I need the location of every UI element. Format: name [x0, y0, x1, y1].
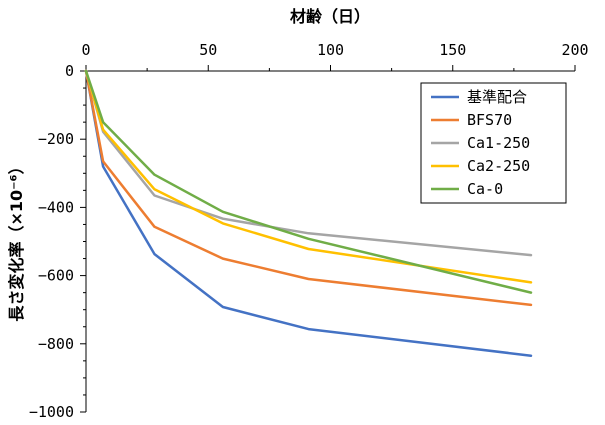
- series-line-4: [84, 69, 533, 284]
- x-tick-label: 50: [199, 41, 217, 59]
- legend-label: Ca2-250: [467, 157, 530, 175]
- series-layer: [84, 69, 533, 357]
- x-tick-label: 150: [439, 41, 466, 59]
- series-line-5: [84, 69, 533, 294]
- x-axis-title: 材齢（日）: [290, 7, 370, 26]
- y-tick-label: −1000: [29, 403, 74, 421]
- y-axis-title: 長さ変化率（×10⁻⁶）: [7, 158, 26, 321]
- y-tick-label: −800: [38, 335, 74, 353]
- legend-label: Ca1-250: [467, 134, 530, 152]
- y-tick-label: −200: [38, 130, 74, 148]
- x-tick-label: 200: [561, 41, 588, 59]
- series-line-2: [84, 69, 533, 307]
- legend: 基準配合 BFS70 Ca1-250 Ca2-250 Ca-0: [420, 82, 567, 204]
- legend-label: BFS70: [467, 111, 512, 129]
- x-tick-label: 100: [317, 41, 344, 59]
- axes: 0 50 100 150 200 0 −200 −400 −600 −800 −1000: [29, 41, 589, 421]
- legend-label: Ca-0: [467, 180, 503, 198]
- legend-label: 基準配合: [467, 88, 527, 106]
- x-tick-label: 0: [81, 41, 90, 59]
- y-tick-label: 0: [65, 62, 74, 80]
- y-tick-label: −600: [38, 267, 74, 285]
- y-tick-label: −400: [38, 198, 74, 216]
